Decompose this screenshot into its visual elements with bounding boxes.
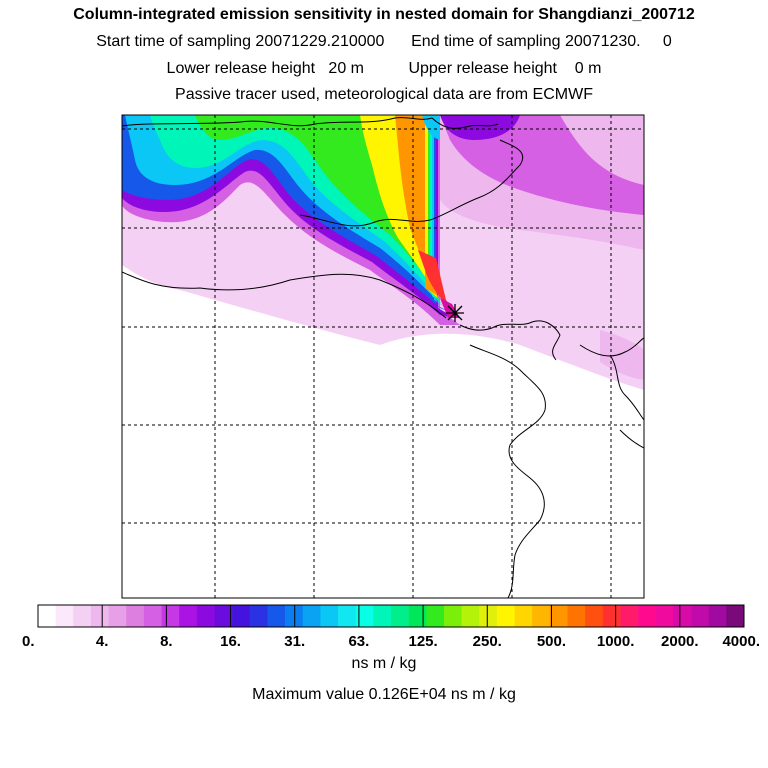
coastlines — [122, 117, 644, 598]
colorbar-box — [179, 605, 198, 627]
map-title: Column-integrated emission sensitivity i… — [73, 6, 695, 23]
colorbar-box — [567, 605, 586, 627]
colorbar-box — [408, 605, 427, 627]
colorbar-box — [620, 605, 639, 627]
colorbar-box — [585, 605, 604, 627]
colorbar-box — [726, 605, 745, 627]
colorbar-box — [602, 605, 621, 627]
map-field — [122, 115, 644, 598]
colorbar-box — [391, 605, 409, 627]
violet-field-east — [440, 115, 520, 140]
colorbar-box — [691, 605, 709, 627]
colorbar-box — [532, 605, 551, 627]
colorbar-box — [55, 605, 74, 627]
colorbar-box — [232, 605, 251, 627]
tracer-info-line: Passive tracer used, meteorological data… — [175, 86, 593, 103]
colorbar-box — [90, 605, 109, 627]
colorbar-tick-label: 8. — [160, 633, 173, 650]
colorbar-tick-label: 250. — [473, 633, 502, 650]
colorbar-box — [302, 605, 321, 627]
colorbar-box — [638, 605, 657, 627]
colorbar-box — [514, 605, 533, 627]
colorbar-tick-label: 4000. — [722, 633, 760, 650]
release-height-line: Lower release height 20 m Upper release … — [166, 60, 602, 77]
colorbar-box — [196, 605, 215, 627]
colorbar-box — [38, 605, 56, 627]
colorbar-box — [461, 605, 480, 627]
colorbar-box — [161, 605, 180, 627]
colorbar-tick-label: 63. — [348, 633, 369, 650]
maximum-value-text: Maximum value 0.126E+04 ns m / kg — [252, 686, 516, 703]
colorbar-box — [479, 605, 498, 627]
plume-orange — [395, 115, 438, 296]
colorbar-boxes — [37, 604, 745, 628]
colorbar-tick-label: 31. — [284, 633, 305, 650]
colorbar-tick-label: 500. — [537, 633, 566, 650]
colorbar-box — [549, 605, 568, 627]
mid-field-east — [440, 115, 644, 215]
colorbar-labels: 0. 4. 8. 16. 31. 63. 125. 250. 500. 1000. 2000. 400… — [22, 633, 760, 650]
colorbar-box — [126, 605, 145, 627]
colorbar-tick-label: 16. — [220, 633, 241, 650]
colorbar-box — [496, 605, 515, 627]
colorbar-box — [655, 605, 674, 627]
map-frame — [121, 114, 645, 599]
colorbar-tick-label: 0. — [22, 633, 35, 650]
colorbar-units: ns m / kg — [351, 655, 417, 672]
colorbar-box — [108, 605, 127, 627]
colorbar-box — [285, 605, 304, 627]
colorbar-box — [73, 605, 92, 627]
colorbar-tick-label: 1000. — [597, 633, 635, 650]
colorbar-box — [338, 605, 356, 627]
colorbar-box — [443, 605, 462, 627]
colorbar-box — [373, 605, 392, 627]
colorbar-tick-label: 2000. — [661, 633, 699, 650]
colorbar-box — [426, 605, 445, 627]
asterisk-icon — [446, 304, 464, 322]
colorbar-box — [249, 605, 268, 627]
colorbar-tick-label: 125. — [408, 633, 437, 650]
colorbar-box — [267, 605, 286, 627]
colorbar-box — [708, 605, 727, 627]
plume-red — [418, 250, 455, 312]
colorbar-box — [673, 605, 692, 627]
sampling-time-line: Start time of sampling 20071229.210000 E… — [96, 33, 672, 50]
colorbar-tick-label: 4. — [96, 633, 109, 650]
colorbar-box — [214, 605, 233, 627]
colorbar-frame — [37, 604, 745, 628]
colorbar-box — [143, 605, 162, 627]
colorbar-box — [355, 605, 374, 627]
colorbar-box — [320, 605, 339, 627]
lat-lon-grid — [122, 115, 644, 598]
